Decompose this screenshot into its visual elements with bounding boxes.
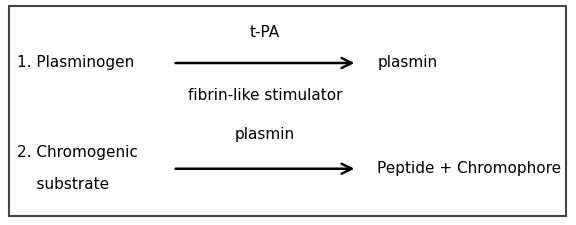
Text: 1. Plasminogen: 1. Plasminogen xyxy=(17,56,135,70)
Text: plasmin: plasmin xyxy=(235,128,295,142)
Text: t-PA: t-PA xyxy=(250,25,280,40)
Text: plasmin: plasmin xyxy=(377,56,437,70)
Text: 2. Chromogenic: 2. Chromogenic xyxy=(17,146,138,160)
Text: substrate: substrate xyxy=(17,177,109,192)
Text: Peptide + Chromophore: Peptide + Chromophore xyxy=(377,161,562,176)
Text: fibrin-like stimulator: fibrin-like stimulator xyxy=(188,88,342,103)
